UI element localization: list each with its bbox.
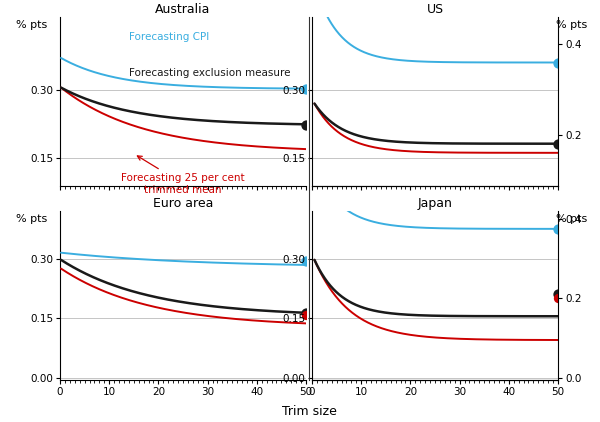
Point (553, 291, 563, 298)
Title: Euro area: Euro area (153, 197, 213, 210)
Text: Forecasting 25 per cent
trimmed mean: Forecasting 25 per cent trimmed mean (121, 156, 245, 195)
Point (301, 86, 311, 92)
Text: % pts: % pts (16, 214, 47, 225)
Text: Forecasting exclusion measure: Forecasting exclusion measure (129, 68, 290, 78)
Point (301, 312, 311, 319)
Text: Trim size: Trim size (281, 405, 337, 418)
Point (301, 310, 311, 316)
Point (301, 257, 311, 264)
Text: Forecasting CPI: Forecasting CPI (129, 32, 209, 42)
Title: Australia: Australia (155, 3, 211, 16)
Title: US: US (427, 3, 443, 16)
Title: Japan: Japan (418, 197, 452, 210)
Text: % pts: % pts (556, 20, 587, 30)
Point (553, 295, 563, 302)
Text: % pts: % pts (16, 20, 47, 30)
Text: % pts: % pts (556, 214, 587, 225)
Point (553, 141, 563, 147)
Point (301, 122, 311, 129)
Point (553, 59, 563, 66)
Point (553, 225, 563, 232)
